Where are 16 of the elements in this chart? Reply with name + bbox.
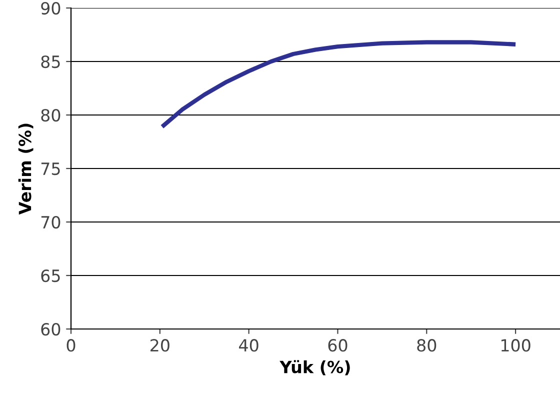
x-tick-label: 100 <box>501 339 530 352</box>
x-tick-label: 40 <box>239 339 258 352</box>
y-tick-label: 60 <box>41 322 60 336</box>
y-tick-label: 80 <box>41 108 60 122</box>
x-tick-label: 0 <box>66 339 76 352</box>
y-tick-label: 65 <box>41 269 60 282</box>
y-tick-label: 90 <box>41 2 60 15</box>
y-tick-label: 70 <box>41 216 60 229</box>
line-series <box>160 40 518 129</box>
x-axis-title: Yük (%) <box>280 360 350 376</box>
x-tick-label: 60 <box>328 339 348 352</box>
x-tick-label: 80 <box>417 339 436 352</box>
y-tick-label: 85 <box>41 55 60 68</box>
y-tick-label: 75 <box>41 162 60 176</box>
x-tick-label: 20 <box>150 339 170 352</box>
y-axis-title: Verim (%) <box>18 124 34 215</box>
